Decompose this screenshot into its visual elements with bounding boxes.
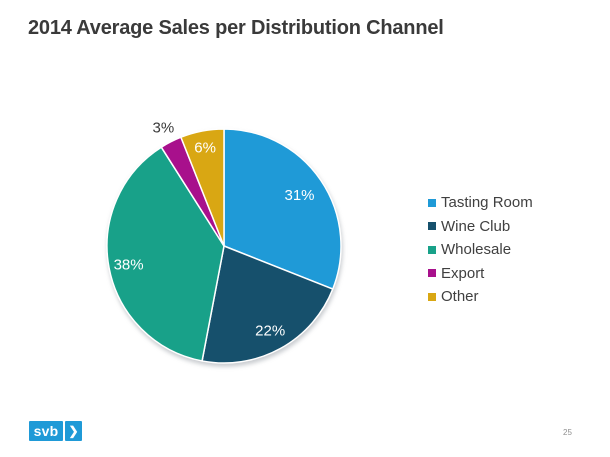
legend-item-other: Other xyxy=(428,285,533,309)
legend-swatch-wine-club xyxy=(428,222,436,231)
svb-logo: svb ❯ xyxy=(29,421,82,441)
pie-slice-tasting-room xyxy=(223,128,342,290)
legend-swatch-tasting-room xyxy=(428,198,436,207)
legend-label: Other xyxy=(441,288,479,306)
legend-item-export: Export xyxy=(428,262,533,286)
legend-swatch-other xyxy=(428,292,436,301)
legend-item-wholesale: Wholesale xyxy=(428,238,533,262)
page-number: 25 xyxy=(563,428,572,437)
pie-slice-label-wholesale: 38% xyxy=(114,256,144,273)
pie-slice-label-wine-club: 22% xyxy=(255,322,285,339)
legend-label: Wine Club xyxy=(441,217,511,235)
pie-chart: 31% 22% 38% 3% 6% xyxy=(94,116,354,376)
legend-label: Wholesale xyxy=(441,241,512,259)
pie-chart-svg: 31% 22% 38% 3% 6% xyxy=(106,119,342,364)
chart-legend: Tasting Room Wine Club Wholesale Export … xyxy=(428,191,533,309)
pie-slice-wine-club xyxy=(201,245,334,364)
legend-label: Tasting Room xyxy=(441,194,533,212)
legend-swatch-export xyxy=(428,269,436,278)
pie-slice-label-tasting-room: 31% xyxy=(284,187,314,204)
pie-slice-other xyxy=(180,128,225,247)
pie-slice-label-other: 6% xyxy=(194,139,216,156)
page-title: 2014 Average Sales per Distribution Chan… xyxy=(28,17,444,39)
legend-item-wine-club: Wine Club xyxy=(428,215,533,239)
chevron-right-icon: ❯ xyxy=(65,421,82,441)
svb-logo-text: svb xyxy=(29,421,63,441)
legend-label: Export xyxy=(441,264,485,282)
legend-swatch-wholesale xyxy=(428,245,436,254)
pie-slice-label-export: 3% xyxy=(153,119,175,136)
legend-item-tasting-room: Tasting Room xyxy=(428,191,533,215)
